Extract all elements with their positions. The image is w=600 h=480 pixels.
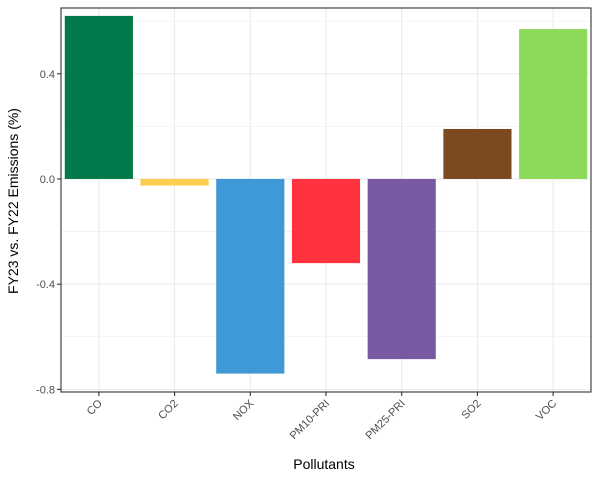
y-tick-label: 0.4 [40, 69, 55, 81]
y-axis: -0.8 -0.4 0.0 0.4 [36, 69, 61, 396]
bar-nox [216, 178, 285, 374]
y-axis-title: FY23 vs. FY22 Emissions (%) [5, 108, 21, 294]
x-tick-label: CO [85, 397, 105, 417]
x-tick-label: PM25-PRI [363, 398, 407, 442]
y-tick-label: 0.0 [40, 174, 55, 186]
bar-voc [519, 29, 588, 179]
bar-so2 [443, 128, 512, 179]
bar-co [64, 15, 133, 179]
x-axis: CO CO2 NOX PM10-PRI PM25-PRI SO2 VOC [85, 392, 559, 442]
x-tick-label: CO2 [156, 398, 180, 422]
x-tick-label: SO2 [459, 398, 483, 422]
panel-border [60, 7, 592, 393]
bar-co2 [140, 178, 209, 186]
y-tick-label: -0.4 [36, 279, 55, 291]
bars [64, 15, 588, 374]
x-tick-label: PM10-PRI [288, 398, 332, 442]
bar-pm10-pri [291, 178, 361, 264]
x-tick-label: NOX [231, 397, 257, 423]
bar-pm25-pri [367, 178, 436, 360]
y-tick-label: -0.8 [36, 384, 55, 396]
x-tick-label: VOC [534, 398, 559, 423]
x-axis-title: Pollutants [293, 456, 354, 472]
